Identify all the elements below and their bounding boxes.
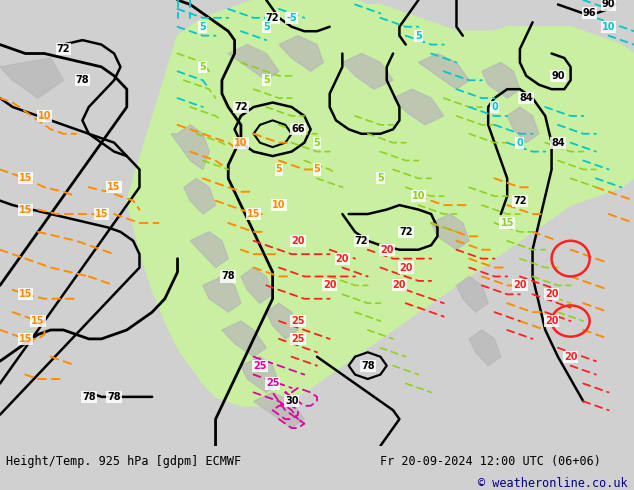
Text: 5: 5: [314, 165, 320, 174]
Text: 84: 84: [519, 93, 533, 103]
Text: 78: 78: [82, 392, 96, 402]
Text: Height/Temp. 925 hPa [gdpm] ECMWF: Height/Temp. 925 hPa [gdpm] ECMWF: [6, 455, 242, 468]
Polygon shape: [342, 53, 393, 89]
Text: 25: 25: [291, 316, 305, 326]
Polygon shape: [279, 36, 323, 72]
Text: 20: 20: [380, 245, 394, 255]
Text: 78: 78: [107, 392, 121, 402]
Text: 25: 25: [253, 361, 267, 370]
Text: 20: 20: [291, 236, 305, 246]
Polygon shape: [418, 53, 469, 89]
Polygon shape: [266, 303, 298, 339]
Polygon shape: [0, 58, 63, 98]
Text: 10: 10: [37, 111, 51, 121]
Text: 25: 25: [291, 334, 305, 344]
Text: 20: 20: [399, 263, 413, 272]
Text: 90: 90: [551, 71, 565, 81]
Text: 5: 5: [200, 22, 206, 32]
Text: 5: 5: [314, 138, 320, 147]
Text: 15: 15: [18, 173, 32, 183]
Text: 25: 25: [266, 378, 280, 389]
Text: 72: 72: [56, 44, 70, 54]
Text: 72: 72: [234, 102, 248, 112]
Text: 72: 72: [266, 13, 280, 23]
Text: 15: 15: [107, 182, 121, 192]
Polygon shape: [469, 330, 501, 366]
Text: 15: 15: [31, 316, 45, 326]
Text: 20: 20: [335, 254, 349, 264]
Text: 78: 78: [361, 361, 375, 370]
Text: 66: 66: [291, 124, 305, 134]
Text: 72: 72: [354, 236, 368, 246]
Text: © weatheronline.co.uk: © weatheronline.co.uk: [478, 477, 628, 490]
Text: 5: 5: [200, 62, 206, 72]
Text: 5: 5: [263, 22, 269, 32]
Text: 5: 5: [377, 173, 384, 183]
Polygon shape: [222, 321, 266, 357]
Polygon shape: [393, 89, 444, 125]
Text: 15: 15: [18, 204, 32, 215]
Text: 15: 15: [500, 218, 514, 228]
Polygon shape: [482, 62, 520, 98]
Polygon shape: [171, 125, 209, 170]
Polygon shape: [127, 0, 634, 406]
Text: 0: 0: [491, 102, 498, 112]
Text: 20: 20: [545, 289, 559, 299]
Polygon shape: [456, 276, 488, 312]
Text: 15: 15: [247, 209, 261, 219]
Text: 10: 10: [272, 200, 286, 210]
Text: -5: -5: [287, 13, 297, 23]
Text: 15: 15: [18, 289, 32, 299]
Text: 72: 72: [513, 196, 527, 206]
Text: 72: 72: [399, 227, 413, 237]
Polygon shape: [431, 214, 469, 250]
Text: 78: 78: [75, 75, 89, 85]
Text: 0: 0: [517, 138, 523, 147]
Text: 5: 5: [276, 165, 282, 174]
Text: 15: 15: [18, 334, 32, 344]
Text: 84: 84: [551, 138, 565, 147]
Text: 10: 10: [234, 138, 248, 147]
Text: 20: 20: [564, 352, 578, 362]
Polygon shape: [241, 357, 279, 392]
Text: 78: 78: [221, 271, 235, 281]
Polygon shape: [241, 268, 273, 303]
Text: 10: 10: [602, 22, 616, 32]
Polygon shape: [203, 276, 241, 312]
Text: 90: 90: [602, 0, 616, 9]
Polygon shape: [228, 45, 279, 80]
Text: 20: 20: [323, 280, 337, 291]
Text: 20: 20: [392, 280, 406, 291]
Text: 20: 20: [513, 280, 527, 291]
Polygon shape: [507, 107, 539, 143]
Text: 96: 96: [583, 8, 597, 19]
Polygon shape: [254, 392, 304, 428]
Polygon shape: [184, 178, 216, 214]
Text: Fr 20-09-2024 12:00 UTC (06+06): Fr 20-09-2024 12:00 UTC (06+06): [380, 455, 601, 468]
Polygon shape: [190, 232, 228, 268]
Text: 10: 10: [411, 191, 425, 201]
Text: 20: 20: [545, 316, 559, 326]
Text: 5: 5: [263, 75, 269, 85]
Text: 5: 5: [415, 31, 422, 41]
Text: 15: 15: [94, 209, 108, 219]
Text: 30: 30: [285, 396, 299, 406]
